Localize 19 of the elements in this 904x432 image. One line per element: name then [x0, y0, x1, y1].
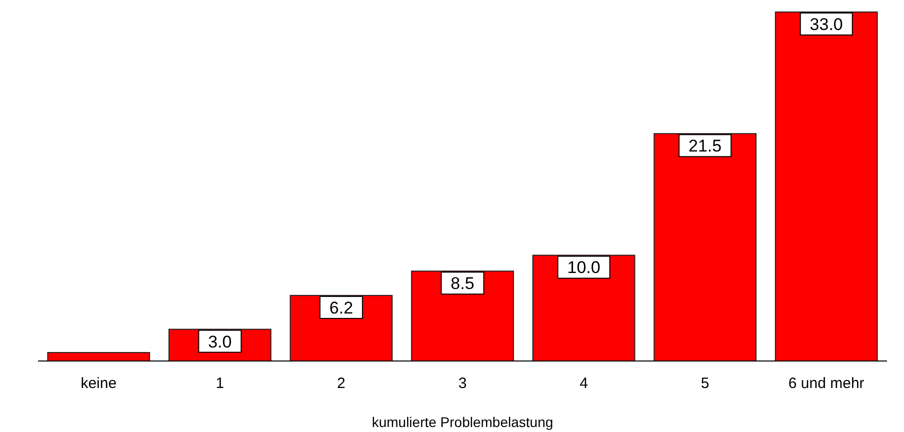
x-tick-label: 2: [337, 375, 346, 392]
bar: [411, 270, 514, 362]
x-tick-label: keine: [80, 375, 117, 392]
x-tick-label: 6 und mehr: [788, 375, 864, 392]
data-label: 6.2: [329, 298, 354, 318]
bar: [47, 352, 150, 362]
x-tick-label: 5: [700, 375, 710, 392]
x-axis-title: kumulierte Problembelastung: [372, 414, 554, 430]
x-tick-label: 4: [580, 375, 588, 392]
data-label: 3.0: [208, 332, 232, 352]
data-label: 33.0: [810, 15, 843, 34]
x-tick-label: 1: [216, 375, 224, 392]
data-label: 21.5: [688, 136, 722, 156]
bar: [774, 12, 878, 362]
bar: [532, 254, 636, 362]
data-label: 10.0: [567, 258, 600, 278]
x-tick-label: 3: [458, 375, 467, 392]
bar: [654, 133, 757, 362]
data-label: 8.5: [450, 274, 474, 294]
